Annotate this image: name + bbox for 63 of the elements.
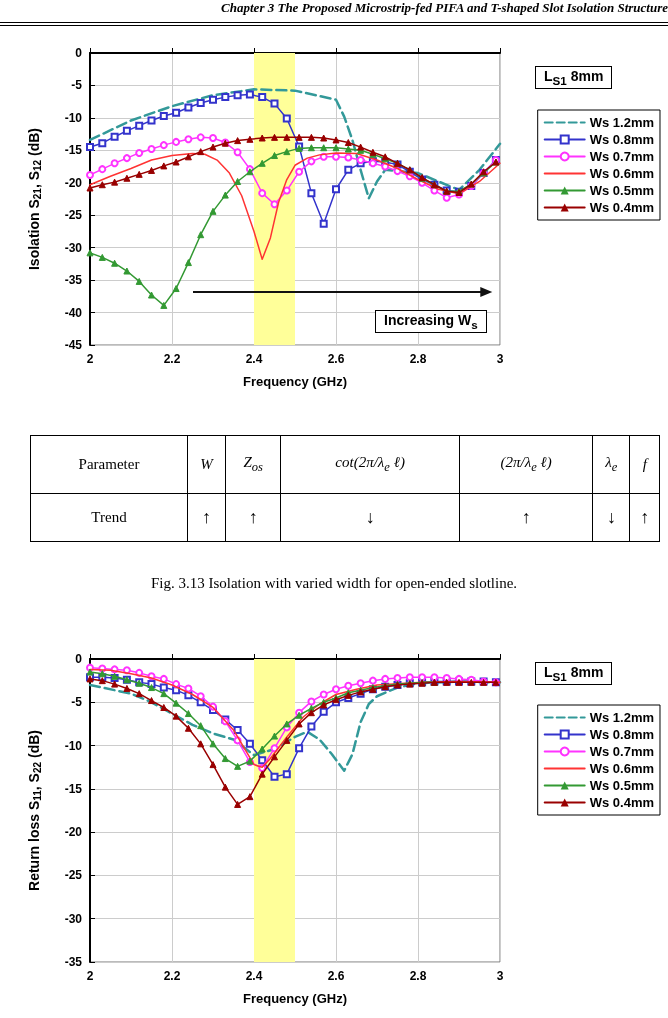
- y-tick-label: -25: [64, 208, 83, 223]
- x-axis-title: Frequency (GHz): [242, 991, 348, 1006]
- y-tick-label: -30: [64, 911, 83, 926]
- legend-label: Ws 0.4mm: [589, 795, 655, 810]
- x-tick-label: 2.4: [245, 969, 263, 983]
- text: L$_{S1}$ 8mm: [535, 66, 613, 89]
- y-tick-label: -15: [64, 143, 83, 158]
- legend-label: Ws 0.5mm: [589, 778, 655, 793]
- y-tick-label: -10: [64, 738, 83, 753]
- y-tick-label: -5: [71, 78, 83, 93]
- x-tick-label: 2.8: [409, 352, 427, 366]
- legend-label: Ws 1.2mm: [589, 115, 655, 130]
- y-tick-label: -35: [64, 955, 83, 969]
- x-tick-label: 3: [496, 969, 504, 983]
- text: ↑: [521, 507, 531, 527]
- y-tick-label: -25: [64, 868, 83, 883]
- y-tick-label: -20: [64, 175, 83, 190]
- text: ↑: [248, 507, 258, 527]
- text: ↓: [365, 507, 375, 527]
- y-tick-label: -40: [64, 305, 83, 320]
- text: ↑: [202, 507, 212, 527]
- x-tick-label: 2.8: [409, 969, 427, 983]
- legend-label: Ws 0.8mm: [589, 727, 655, 742]
- category-label: Z$_{os}$: [243, 454, 263, 474]
- y-tick-label: -15: [64, 781, 83, 796]
- category-label: cot(2π/λ$_{e}$ ℓ): [335, 454, 405, 474]
- text: Chapter 3 The Proposed Microstrip-fed PIFA and T-shaped Slot Isolation Structure: [0, 0, 668, 26]
- x-tick-label: 2.6: [327, 969, 345, 983]
- text: ↓: [606, 507, 616, 527]
- x-tick-label: 2: [86, 352, 94, 366]
- x-tick-label: 2.6: [327, 352, 345, 366]
- category-label: (2π/λ$_{e}$ ℓ): [500, 454, 552, 474]
- y-tick-label: -10: [64, 110, 83, 125]
- y-tick-label: 0: [75, 652, 83, 666]
- x-axis-title: Frequency (GHz): [242, 374, 348, 389]
- y-tick-label: -35: [64, 273, 83, 288]
- category-label: W: [200, 456, 213, 472]
- legend-label: Ws 0.7mm: [589, 149, 655, 164]
- y-tick-label: -30: [64, 240, 83, 255]
- text: Trend: [30, 493, 188, 542]
- category-label: λ$_{e}$: [605, 454, 618, 474]
- text: ↑: [640, 507, 650, 527]
- legend-label: Ws 0.4mm: [589, 200, 655, 215]
- legend-label: Ws 1.2mm: [589, 710, 655, 725]
- text: Parameter: [30, 435, 188, 494]
- y-tick-label: -45: [64, 338, 83, 352]
- y-tick-label: -5: [71, 695, 83, 710]
- caption: Fig. 3.13 Isolation with varied width for open-ended slotline.: [149, 575, 519, 592]
- y-tick-label: 0: [75, 46, 83, 60]
- annotation: Increasing W$_{s}$: [375, 310, 487, 333]
- legend-label: Ws 0.6mm: [589, 166, 655, 181]
- legend-label: Ws 0.7mm: [589, 744, 655, 759]
- legend-label: Ws 0.6mm: [589, 761, 655, 776]
- text: L$_{S1}$ 8mm: [535, 662, 613, 685]
- category-label: f: [642, 456, 647, 472]
- x-tick-label: 2.4: [245, 352, 263, 366]
- x-tick-label: 2.2: [163, 969, 181, 983]
- x-tick-label: 3: [496, 352, 504, 366]
- y-tick-label: -20: [64, 825, 83, 840]
- x-tick-label: 2: [86, 969, 94, 983]
- legend-label: Ws 0.8mm: [589, 132, 655, 147]
- legend-label: Ws 0.5mm: [589, 183, 655, 198]
- x-tick-label: 2.2: [163, 352, 181, 366]
